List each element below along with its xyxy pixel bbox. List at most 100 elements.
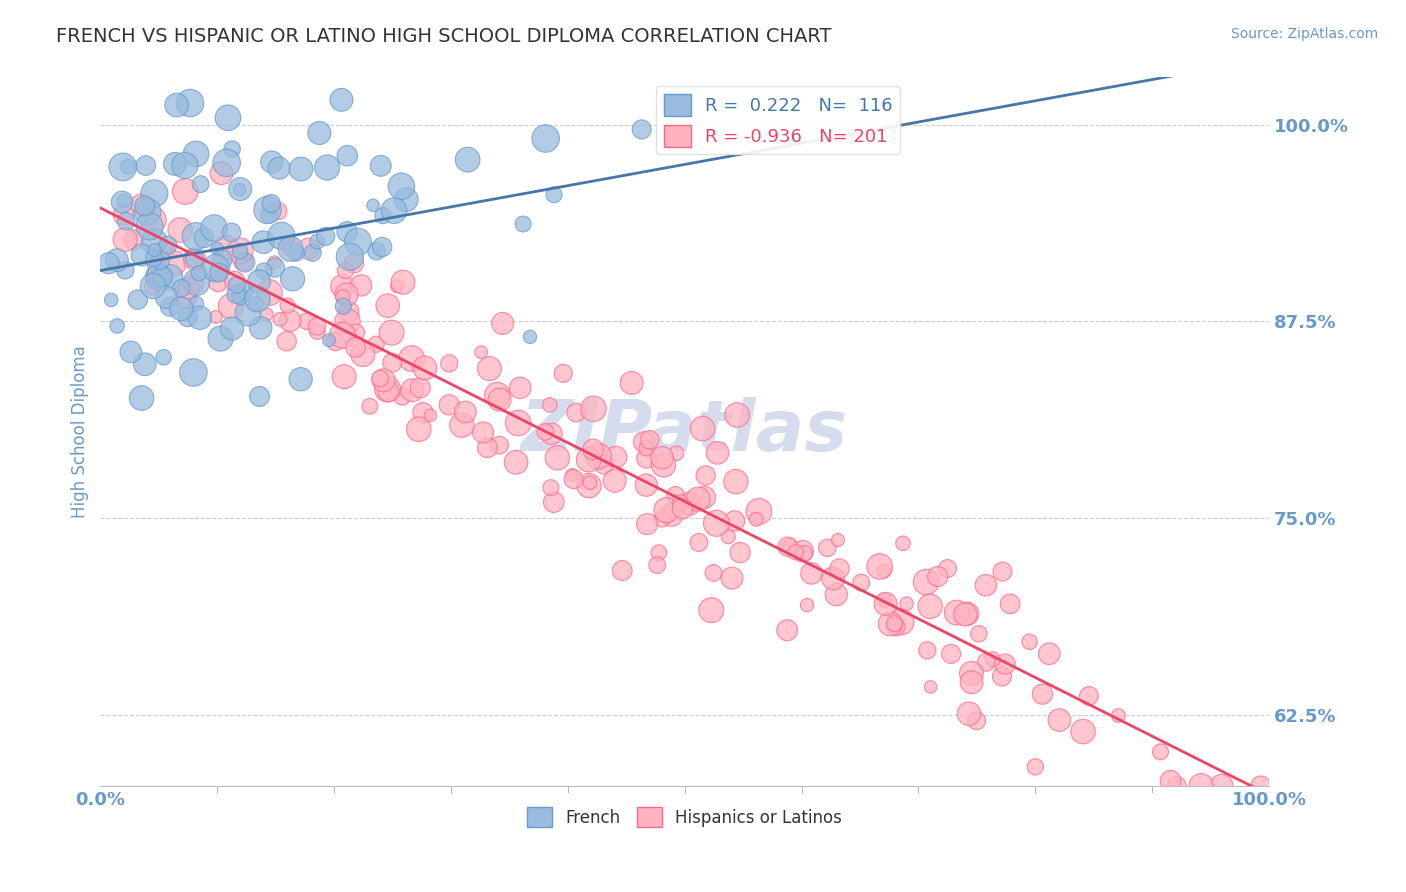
- Point: [134, 357, 156, 371]
- Point: [129, 197, 152, 211]
- Point: [851, 575, 873, 590]
- Point: [211, 252, 233, 267]
- Point: [204, 261, 226, 276]
- Point: [136, 205, 159, 219]
- Point: [815, 541, 838, 555]
- Point: [920, 680, 942, 694]
- Point: [159, 270, 181, 285]
- Point: [209, 332, 232, 346]
- Point: [264, 260, 287, 275]
- Point: [318, 333, 340, 347]
- Point: [259, 285, 281, 300]
- Point: [105, 318, 128, 333]
- Point: [408, 422, 430, 436]
- Point: [392, 275, 415, 289]
- Point: [145, 272, 167, 286]
- Point: [281, 272, 304, 286]
- Point: [208, 265, 231, 279]
- Point: [143, 252, 166, 266]
- Point: [115, 214, 138, 228]
- Point: [377, 384, 399, 399]
- Point: [491, 317, 513, 331]
- Point: [543, 187, 565, 202]
- Point: [205, 242, 228, 256]
- Point: [170, 281, 193, 295]
- Point: [409, 381, 432, 395]
- Point: [706, 446, 728, 460]
- Point: [253, 264, 276, 278]
- Point: [207, 275, 229, 289]
- Point: [534, 131, 557, 145]
- Point: [335, 263, 357, 277]
- Point: [352, 347, 374, 361]
- Point: [652, 458, 675, 472]
- Point: [143, 243, 166, 257]
- Point: [725, 408, 748, 422]
- Point: [917, 643, 939, 657]
- Point: [825, 588, 848, 602]
- Point: [344, 326, 367, 340]
- Point: [519, 330, 541, 344]
- Point: [869, 559, 891, 574]
- Point: [233, 255, 256, 269]
- Point: [1031, 687, 1053, 701]
- Point: [252, 235, 274, 249]
- Point: [330, 328, 353, 343]
- Point: [134, 199, 156, 213]
- Point: [343, 256, 366, 270]
- Point: [879, 616, 901, 631]
- Point: [665, 446, 688, 460]
- Point: [505, 455, 527, 469]
- Point: [307, 325, 329, 339]
- Point: [1211, 779, 1233, 793]
- Point: [470, 345, 492, 359]
- Point: [419, 409, 441, 423]
- Point: [219, 299, 242, 313]
- Point: [232, 254, 254, 268]
- Point: [723, 514, 745, 528]
- Point: [785, 545, 807, 559]
- Point: [186, 296, 208, 310]
- Point: [717, 530, 740, 544]
- Point: [276, 334, 298, 349]
- Point: [112, 194, 135, 208]
- Point: [582, 401, 605, 416]
- Point: [562, 472, 585, 486]
- Point: [688, 535, 710, 549]
- Point: [578, 452, 600, 467]
- Point: [179, 96, 201, 111]
- Point: [221, 142, 243, 156]
- Point: [260, 196, 283, 211]
- Point: [998, 597, 1021, 611]
- Point: [1166, 779, 1188, 793]
- Point: [827, 533, 849, 547]
- Point: [257, 208, 280, 222]
- Point: [605, 450, 627, 464]
- Point: [347, 235, 370, 249]
- Point: [215, 241, 238, 255]
- Point: [247, 274, 270, 288]
- Point: [370, 159, 392, 173]
- Point: [636, 478, 658, 492]
- Point: [166, 98, 188, 112]
- Point: [226, 277, 249, 292]
- Point: [960, 666, 983, 681]
- Point: [823, 571, 845, 585]
- Point: [301, 245, 323, 260]
- Point: [648, 546, 671, 560]
- Point: [651, 450, 673, 465]
- Point: [1250, 779, 1272, 793]
- Point: [776, 624, 799, 638]
- Point: [565, 405, 588, 419]
- Point: [122, 233, 145, 247]
- Point: [395, 193, 418, 207]
- Point: [143, 186, 166, 201]
- Point: [111, 160, 134, 174]
- Point: [277, 298, 299, 312]
- Point: [939, 647, 962, 661]
- Point: [249, 321, 271, 335]
- Point: [183, 277, 205, 291]
- Point: [1018, 634, 1040, 648]
- Point: [974, 656, 997, 670]
- Point: [1160, 773, 1182, 788]
